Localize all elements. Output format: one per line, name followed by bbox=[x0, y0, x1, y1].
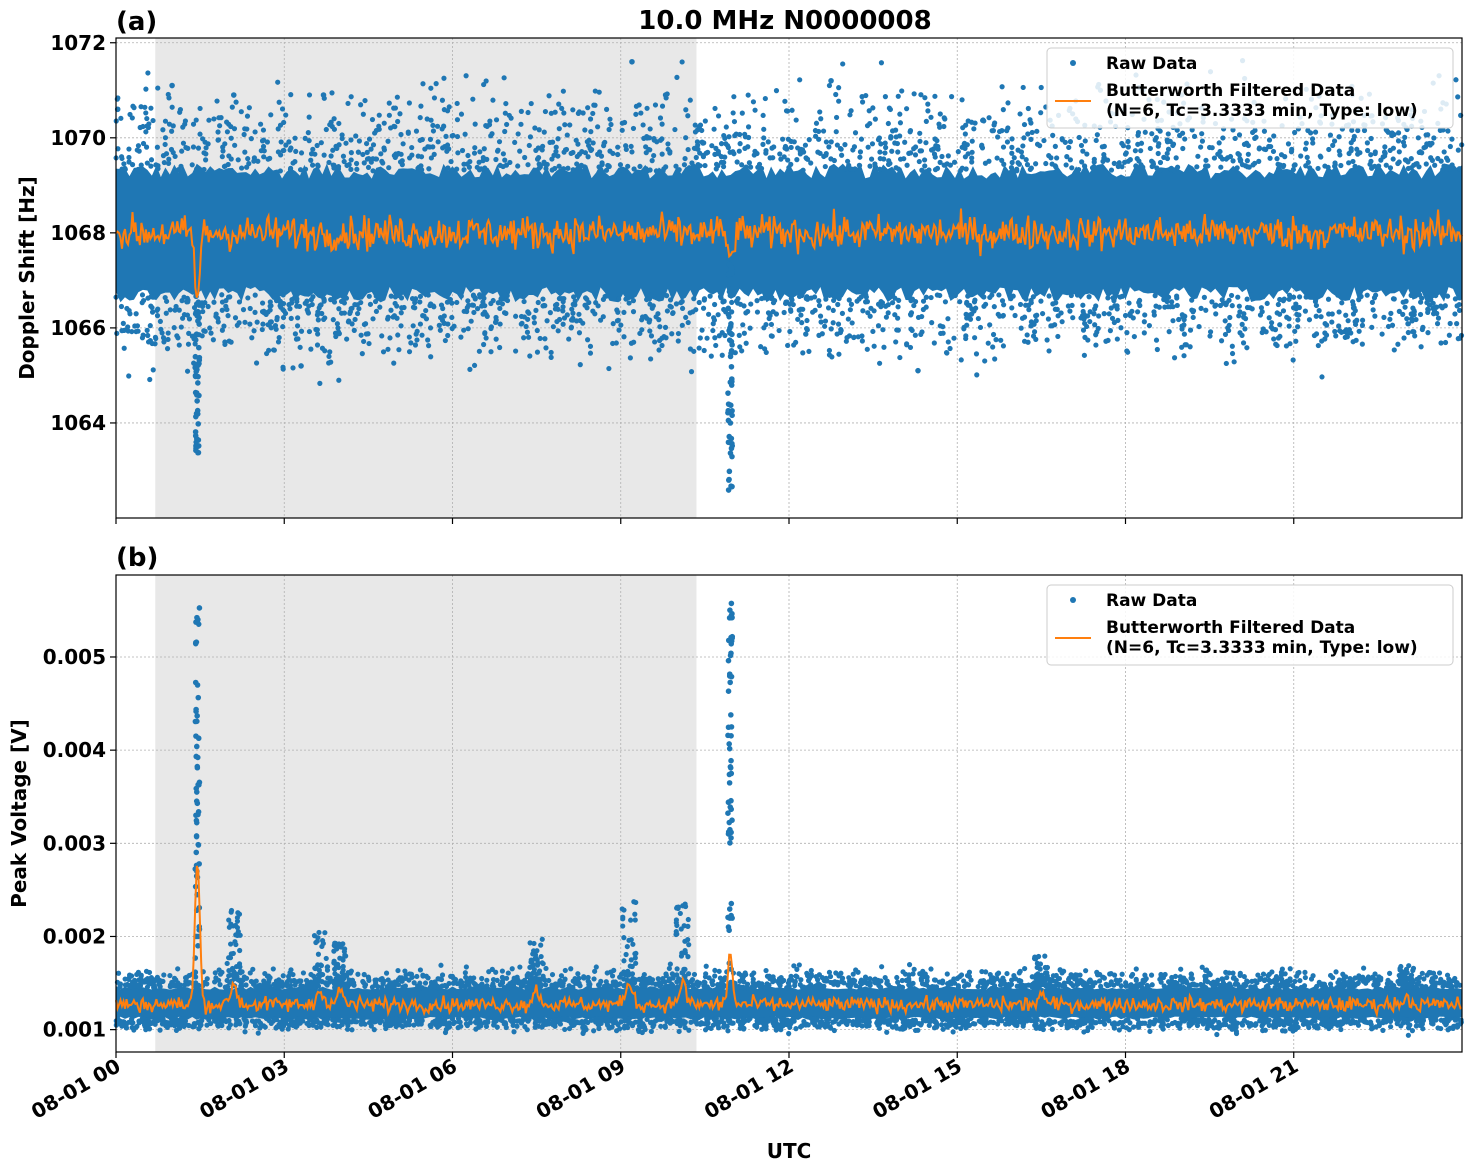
raw-data-core-band bbox=[116, 985, 1462, 1021]
x-tick-label: 08-01 15 bbox=[868, 1054, 966, 1124]
x-tick-label: 08-01 12 bbox=[700, 1054, 798, 1124]
legend-filtered-params: (N=6, Tc=3.3333 min, Type: low) bbox=[1106, 638, 1418, 658]
panel-b-y-ticks: 0.001 0.002 0.003 0.004 0.005 bbox=[43, 645, 116, 1042]
legend-box bbox=[1046, 47, 1454, 129]
y-tick-label: 0.001 bbox=[43, 1018, 106, 1042]
y-tick-label: 0.003 bbox=[43, 831, 106, 855]
panel-a: 1064 1066 1068 1070 1072 (a) Doppler Shift [… bbox=[15, 7, 1465, 524]
panel-a-y-ticks: 1064 1066 1068 1070 1072 bbox=[50, 31, 116, 435]
panel-b-y-axis-label: Peak Voltage [V] bbox=[7, 719, 31, 908]
legend-raw-label: Raw Data bbox=[1106, 54, 1197, 74]
panel-b-filtered-line bbox=[115, 865, 1463, 1019]
y-tick-label: 0.005 bbox=[43, 645, 106, 669]
y-tick-label: 0.004 bbox=[43, 738, 106, 762]
y-tick-label: 1066 bbox=[50, 316, 106, 340]
x-tick-label: 08-01 18 bbox=[1036, 1054, 1134, 1124]
panel-a-y-axis-label: Doppler Shift [Hz] bbox=[15, 176, 39, 380]
x-tick-label: 08-01 21 bbox=[1205, 1054, 1303, 1124]
panel-b-x-ticks: 08-01 00 08-01 03 08-01 06 08-01 09 08-01 12… bbox=[27, 1052, 1302, 1124]
x-tick-label: 08-01 00 bbox=[27, 1054, 125, 1124]
panel-a-legend: Raw Data Butterworth Filtered Data(N=6, T… bbox=[1046, 47, 1454, 129]
legend-raw-label: Raw Data bbox=[1106, 591, 1197, 611]
legend-filtered-label: Butterworth Filtered Data bbox=[1106, 618, 1355, 638]
panel-b-label: (b) bbox=[116, 543, 158, 573]
panel-b-raw-series bbox=[113, 600, 1464, 1038]
panel-b-legend: Raw Data Butterworth Filtered Data(N=6, T… bbox=[1046, 584, 1454, 666]
y-tick-label: 0.002 bbox=[43, 924, 106, 948]
y-tick-label: 1070 bbox=[50, 126, 106, 150]
panel-a-label: (a) bbox=[116, 7, 157, 37]
panel-a-x-ticks bbox=[115, 518, 1295, 524]
legend-filtered-label: Butterworth Filtered Data bbox=[1106, 81, 1355, 101]
chart-title: 10.0 MHz N0000008 bbox=[638, 6, 931, 36]
legend-filtered-params: (N=6, Tc=3.3333 min, Type: low) bbox=[1106, 101, 1418, 121]
y-tick-label: 1064 bbox=[50, 411, 106, 435]
x-axis-label: UTC bbox=[767, 1139, 812, 1163]
x-tick-label: 08-01 09 bbox=[532, 1054, 630, 1124]
panel-b-grid bbox=[116, 575, 1462, 1052]
legend-raw-marker bbox=[1070, 60, 1076, 66]
x-tick-label: 08-01 03 bbox=[195, 1054, 293, 1124]
legend-raw-marker bbox=[1070, 597, 1076, 603]
y-tick-label: 1068 bbox=[50, 221, 106, 245]
y-tick-label: 1072 bbox=[50, 31, 106, 55]
panel-a-filtered-line bbox=[115, 208, 1463, 298]
legend-box bbox=[1046, 584, 1454, 666]
x-tick-label: 08-01 06 bbox=[363, 1054, 461, 1124]
